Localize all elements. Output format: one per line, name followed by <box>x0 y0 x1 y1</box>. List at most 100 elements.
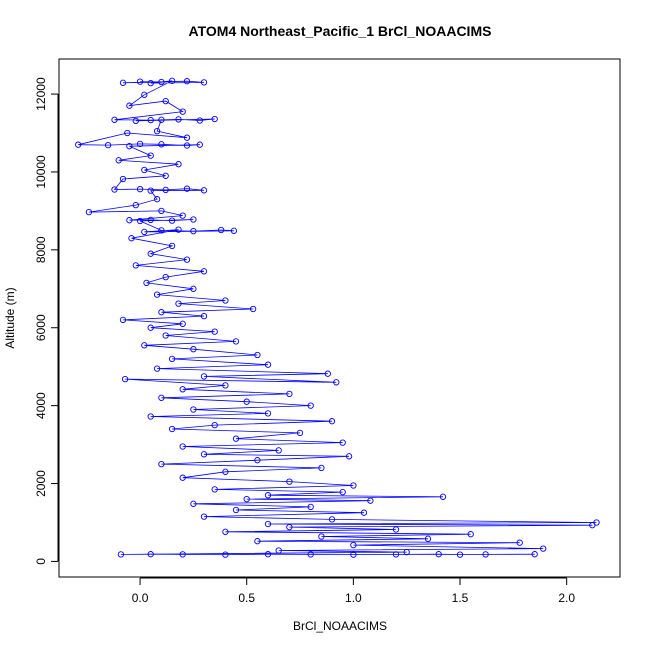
data-point <box>333 379 340 386</box>
data-point <box>200 513 208 520</box>
data-point <box>136 78 144 85</box>
data-point <box>175 226 182 233</box>
data-point <box>275 447 282 454</box>
data-point <box>175 161 182 168</box>
data-point <box>424 535 432 542</box>
y-tick-label: 10000 <box>34 155 48 189</box>
data-point <box>222 528 229 535</box>
data-point <box>132 201 139 209</box>
chart-title: ATOM4 Northeast_Pacific_1 BrCl_NOAACIMS <box>189 23 492 39</box>
data-point <box>179 551 186 558</box>
data-point <box>162 186 169 194</box>
data-point <box>147 250 154 257</box>
data-point <box>183 134 191 141</box>
y-tick-label: 4000 <box>34 392 48 419</box>
data-point <box>467 531 474 538</box>
data-point <box>147 551 154 558</box>
data-point <box>158 394 165 401</box>
data-point <box>162 332 169 339</box>
data-point <box>339 488 346 496</box>
y-tick-label: 6000 <box>34 314 48 341</box>
data-point <box>540 545 547 552</box>
data-point <box>168 355 176 363</box>
data-point <box>147 216 154 224</box>
data-point <box>264 361 272 368</box>
data-point <box>179 386 186 393</box>
data-point <box>350 541 357 549</box>
data-point <box>104 141 112 149</box>
data-point <box>264 520 272 528</box>
data-point <box>132 262 139 269</box>
data-point <box>183 256 191 263</box>
data-point <box>179 443 186 450</box>
data-point <box>589 522 596 529</box>
data-point <box>222 468 229 475</box>
data-point <box>222 382 229 389</box>
data-point <box>85 208 93 216</box>
data-point <box>175 300 182 307</box>
data-point <box>158 116 165 123</box>
data-point <box>392 526 400 533</box>
data-point <box>286 390 293 398</box>
data-point <box>200 187 208 194</box>
data-point <box>153 365 161 372</box>
x-tick-label: 1.5 <box>452 591 469 605</box>
y-axis-label: Altitude (m) <box>3 287 17 348</box>
data-point <box>158 78 165 86</box>
data-point <box>168 77 176 84</box>
data-point <box>307 402 314 409</box>
data-point <box>345 453 353 460</box>
x-tick-label: 0.5 <box>238 591 255 605</box>
data-point <box>153 291 161 298</box>
data-point <box>179 474 186 481</box>
data-point <box>516 539 523 546</box>
data-point <box>168 242 176 250</box>
data-point <box>254 457 261 464</box>
data-point <box>217 226 225 234</box>
data-point <box>232 506 240 514</box>
data-point <box>254 538 261 545</box>
data-point <box>126 143 133 150</box>
y-tick-label: 12000 <box>34 77 48 111</box>
data-point <box>307 551 314 558</box>
data-point <box>158 207 165 215</box>
data-point <box>286 523 293 531</box>
data-point <box>121 375 129 383</box>
data-point <box>162 172 169 179</box>
y-tick-label: 8000 <box>34 236 48 263</box>
data-point <box>136 217 144 225</box>
data-point <box>328 516 336 523</box>
data-point <box>307 503 314 511</box>
data-point <box>119 79 127 86</box>
data-point <box>264 410 272 417</box>
data-point <box>531 551 538 558</box>
data-point <box>318 464 325 472</box>
data-point <box>126 102 133 109</box>
data-point <box>179 212 186 219</box>
data-point <box>196 141 203 148</box>
data-point <box>183 185 191 192</box>
data-point <box>254 351 261 359</box>
data-point <box>141 91 148 98</box>
data-point <box>275 547 282 554</box>
data-point <box>296 429 304 437</box>
data-point <box>264 551 272 558</box>
data-point <box>158 141 165 148</box>
data-point <box>147 79 154 87</box>
y-tick-label: 0 <box>34 558 48 565</box>
data-point <box>222 297 229 304</box>
data-point <box>232 435 240 442</box>
data-point <box>196 117 203 124</box>
data-point <box>111 116 118 123</box>
data-point <box>168 425 176 433</box>
data-point <box>158 227 165 234</box>
data-point <box>222 551 229 558</box>
data-point <box>190 346 197 353</box>
x-tick-label: 2.0 <box>558 591 575 605</box>
data-point <box>190 227 197 235</box>
data-point <box>175 116 182 123</box>
data-point <box>230 227 238 234</box>
series-layer <box>75 77 600 558</box>
data-point <box>128 235 135 242</box>
